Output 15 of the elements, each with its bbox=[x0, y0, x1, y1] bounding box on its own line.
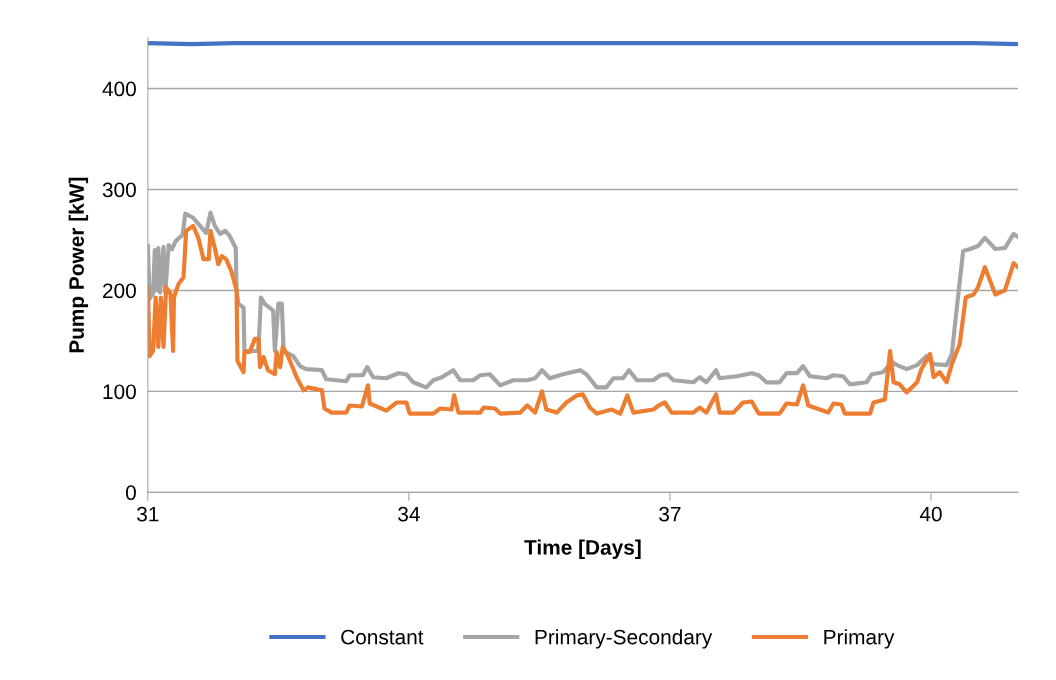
x-tick-label: 37 bbox=[659, 506, 681, 522]
x-tick-label: 40 bbox=[919, 506, 942, 522]
y-tick-label: 300 bbox=[102, 182, 136, 198]
x-tick-label: 34 bbox=[398, 506, 420, 522]
y-tick-label: 200 bbox=[103, 283, 136, 299]
line-series bbox=[147, 223, 1018, 416]
legend-label: Primary-Secondary bbox=[535, 629, 713, 649]
y-tick-label: 0 bbox=[125, 485, 136, 501]
legend-label: Primary bbox=[824, 629, 895, 649]
y-axis-title: Pump Power [kW] bbox=[68, 177, 89, 353]
y-tick-label: 400 bbox=[102, 81, 136, 97]
y-tick-label: 100 bbox=[103, 384, 136, 400]
legend-label: Constant bbox=[341, 629, 424, 645]
x-tick-label: 31 bbox=[137, 506, 159, 522]
x-axis-title: Time [Days] bbox=[524, 539, 641, 559]
